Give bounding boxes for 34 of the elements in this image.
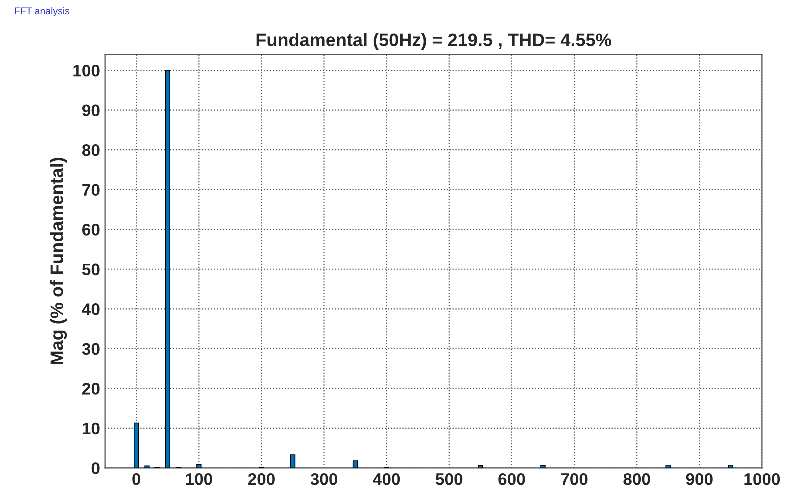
bar <box>540 465 546 468</box>
bar <box>165 70 170 468</box>
x-tick-label: 600 <box>498 473 526 486</box>
x-tick-label: 700 <box>561 473 588 486</box>
chart-title: Fundamental (50Hz) = 219.5 , THD= 4.55% <box>256 33 612 50</box>
x-tick-label: 300 <box>310 473 338 486</box>
x-tick-label: 900 <box>686 473 713 486</box>
bar <box>290 454 296 468</box>
y-tick-label: 10 <box>82 422 100 435</box>
text: FFT analysis <box>15 7 70 17</box>
x-tick-label: 800 <box>624 473 650 486</box>
x-tick-label: 200 <box>248 473 275 486</box>
x-tick-label: 1000 <box>744 473 780 486</box>
bar <box>478 465 484 468</box>
y-tick-label: 20 <box>82 383 100 395</box>
x-tick-label: 100 <box>186 473 212 486</box>
bar <box>728 464 734 468</box>
bar <box>196 464 202 468</box>
y-tick-label: 40 <box>82 304 100 316</box>
y-axis-title: Mag (% of Fundamental) <box>50 158 68 365</box>
y-tick-label: 30 <box>82 343 100 356</box>
x-tick-label: 500 <box>436 473 463 486</box>
y-tick-label: 0 <box>92 462 100 474</box>
y-tick-label: 60 <box>82 224 100 236</box>
y-tick-label: 70 <box>82 184 100 196</box>
x-tick-label: 0 <box>132 473 141 486</box>
y-tick-label: 80 <box>82 144 100 156</box>
bar <box>666 464 671 468</box>
bar <box>352 460 358 468</box>
y-tick-label: 100 <box>74 64 100 77</box>
x-tick-label: 400 <box>373 473 400 486</box>
bar <box>134 422 140 468</box>
y-tick-label: 50 <box>82 264 100 276</box>
y-tick-label: 90 <box>82 104 100 117</box>
